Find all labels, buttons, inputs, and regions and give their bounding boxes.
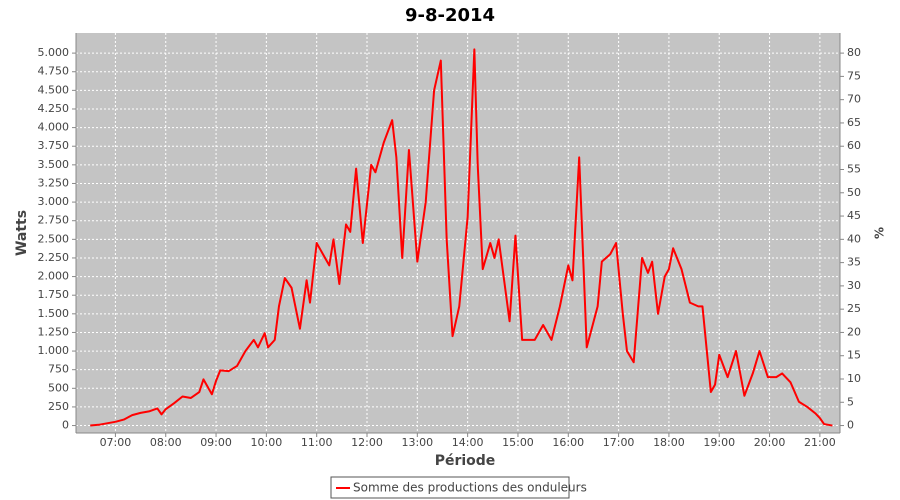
y-tick-label: 5.000 — [38, 46, 70, 59]
y-tick-label: 1.500 — [38, 307, 70, 320]
y2-tick-label: 40 — [847, 232, 861, 245]
y2-tick-label: 15 — [847, 349, 861, 362]
y-axis-label: Watts — [14, 210, 30, 256]
y-tick-label: 4.750 — [38, 65, 70, 78]
y-tick-label: 4.000 — [38, 121, 70, 134]
y2-tick-label: 35 — [847, 256, 861, 269]
x-tick-label: 12:00 — [351, 436, 383, 449]
y2-axis-label: % — [873, 227, 887, 239]
y2-tick-label: 45 — [847, 209, 861, 222]
legend-label: Somme des productions des onduleurs — [353, 481, 587, 495]
x-tick-label: 08:00 — [150, 436, 182, 449]
y-tick-label: 2.500 — [38, 232, 70, 245]
y2-tick-label: 30 — [847, 279, 861, 292]
x-tick-label: 11:00 — [301, 436, 333, 449]
x-tick-label: 14:00 — [452, 436, 484, 449]
y2-tick-label: 60 — [847, 139, 861, 152]
x-tick-label: 18:00 — [653, 436, 685, 449]
x-tick-label: 10:00 — [251, 436, 283, 449]
y2-tick-label: 70 — [847, 93, 861, 106]
y2-tick-label: 25 — [847, 302, 861, 315]
y2-tick-label: 65 — [847, 116, 861, 129]
y-tick-label: 2.750 — [38, 214, 70, 227]
y-tick-label: 0 — [62, 419, 69, 432]
y-tick-label: 2.250 — [38, 251, 70, 264]
x-tick-label: 20:00 — [754, 436, 786, 449]
x-tick-label: 15:00 — [502, 436, 534, 449]
y-tick-label: 4.500 — [38, 83, 70, 96]
y2-tick-label: 55 — [847, 162, 861, 175]
chart-title: 9-8-2014 — [405, 5, 495, 26]
x-axis-label: Période — [435, 453, 496, 469]
x-tick-label: 13:00 — [401, 436, 433, 449]
x-tick-label: 07:00 — [100, 436, 132, 449]
x-tick-label: 16:00 — [552, 436, 584, 449]
y-tick-label: 3.500 — [38, 158, 70, 171]
x-tick-label: 09:00 — [200, 436, 232, 449]
y2-tick-label: 10 — [847, 372, 861, 385]
x-tick-label: 21:00 — [804, 436, 836, 449]
y2-tick-label: 50 — [847, 186, 861, 199]
y-tick-label: 1.750 — [38, 288, 70, 301]
y2-tick-label: 75 — [847, 69, 861, 82]
y-tick-label: 3.000 — [38, 195, 70, 208]
plot-area — [76, 33, 840, 433]
y2-tick-label: 80 — [847, 46, 861, 59]
y-tick-label: 500 — [48, 381, 69, 394]
y-tick-label: 4.250 — [38, 102, 70, 115]
line — [90, 48, 833, 427]
y-tick-label: 750 — [48, 363, 69, 376]
y-tick-label: 1.250 — [38, 325, 70, 338]
legend — [330, 476, 570, 499]
y2-tick-label: 0 — [847, 419, 854, 432]
x-tick-label: 19:00 — [703, 436, 735, 449]
y-tick-label: 3.250 — [38, 176, 70, 189]
y2-tick-label: 20 — [847, 325, 861, 338]
y-tick-label: 1.000 — [38, 344, 70, 357]
y-tick-label: 2.000 — [38, 270, 70, 283]
y-tick-label: 3.750 — [38, 139, 70, 152]
x-tick-label: 17:00 — [603, 436, 635, 449]
y2-tick-label: 5 — [847, 395, 854, 408]
y-tick-label: 250 — [48, 400, 69, 413]
